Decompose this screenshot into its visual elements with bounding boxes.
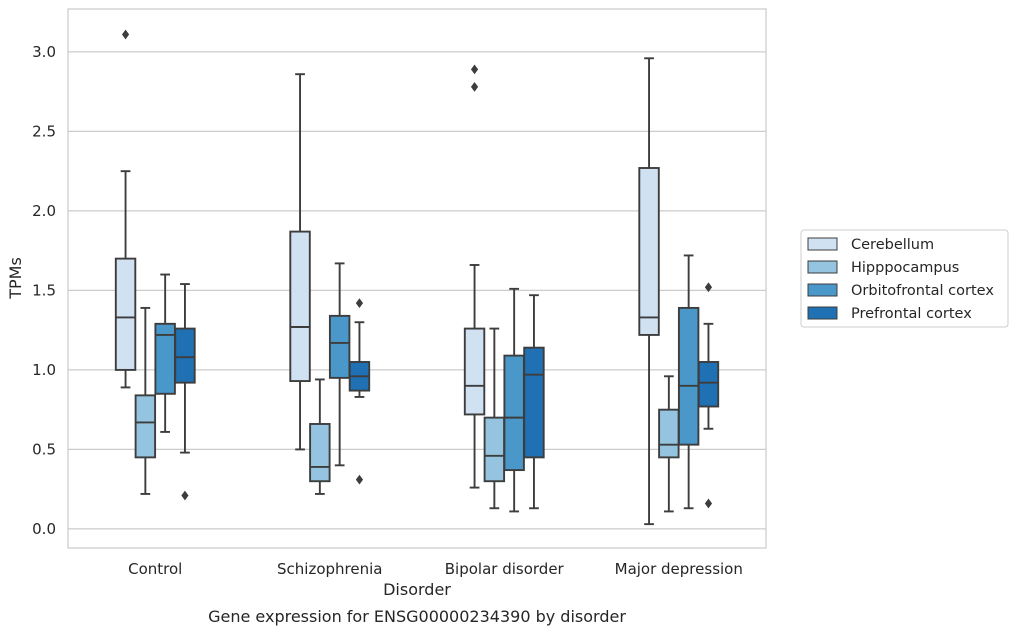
x-tick-label: Major depression [615,560,743,578]
y-tick-label: 0.5 [32,440,56,458]
box [677,306,700,446]
box-cerebellum [114,29,137,389]
y-tick-labels: 0.0 0.5 1.0 1.5 2.0 2.5 3.0 [32,43,56,538]
box [503,354,525,472]
box-hipppocampus [134,306,157,495]
y-tick-label: 0.0 [32,520,56,538]
box-hipppocampus [309,378,331,495]
box-prefrontal-cortex [174,283,196,501]
outlier-point [470,64,479,75]
plot-area [67,8,767,549]
box-prefrontal-cortex [523,294,545,510]
y-tick-label: 3.0 [32,43,56,61]
box-cerebellum [463,64,486,489]
box [289,230,311,383]
box [134,394,157,459]
legend-swatch-prefrontal-cortex [807,306,838,320]
box-series [114,29,720,526]
box [174,327,196,384]
box-orbitofrontal-cortex [677,254,700,510]
x-tick-label: Control [128,560,182,578]
box [328,314,351,379]
legend-frame [800,229,1009,328]
legend-swatch-orbitofrontal-cortex [807,283,838,297]
box-hipppocampus [483,327,506,510]
y-tick-label: 2.0 [32,202,56,220]
box-cerebellum [638,57,660,526]
outlier-point [704,282,713,293]
legend-label-hipppocampus: Hipppocampus [851,260,959,276]
box-prefrontal-cortex [348,298,371,485]
box [523,346,545,459]
box [463,327,486,416]
box-cerebellum [289,73,311,451]
y-tick-label: 1.5 [32,281,56,299]
y-tick-label: 1.0 [32,361,56,379]
x-tick-labels: Control Schizophrenia Bipolar disorder Majo… [128,560,743,578]
legend: Cerebellum Hipppocampus Orbitofrontal co… [800,229,1009,328]
outlier-point [355,298,364,309]
box [638,167,660,336]
box-prefrontal-cortex [697,282,720,509]
x-tick-label: Schizophrenia [277,560,382,578]
outlier-point [704,498,713,509]
outlier-point [355,474,364,485]
y-axis-label: TPMs [6,257,25,300]
box-orbitofrontal-cortex [328,262,351,467]
legend-swatch-hipppocampus [807,260,838,274]
box [697,361,720,408]
legend-swatch-cerebellum [807,237,838,251]
x-axis-label: Disorder [383,580,451,599]
x-tick-label: Bipolar disorder [445,560,565,578]
box [309,423,331,483]
box-hipppocampus [658,375,680,513]
legend-label-orbitofrontal-cortex: Orbitofrontal cortex [851,283,994,299]
box [114,257,137,371]
box [483,416,506,483]
outlier-point [470,82,479,92]
box [658,408,680,459]
y-tick-label: 2.5 [32,122,56,140]
chart-caption: Gene expression for ENSG00000234390 by d… [208,607,626,626]
outlier-point [121,29,130,40]
outlier-point [181,490,189,501]
legend-label-cerebellum: Cerebellum [851,237,934,253]
legend-label-prefrontal-cortex: Prefrontal cortex [851,306,972,322]
